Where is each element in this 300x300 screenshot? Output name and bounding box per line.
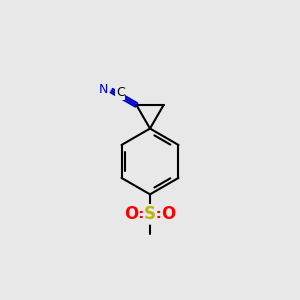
Text: N: N xyxy=(99,83,108,96)
Text: O: O xyxy=(161,206,176,224)
Text: C: C xyxy=(116,86,124,99)
Text: O: O xyxy=(124,206,139,224)
Text: S: S xyxy=(144,206,156,224)
